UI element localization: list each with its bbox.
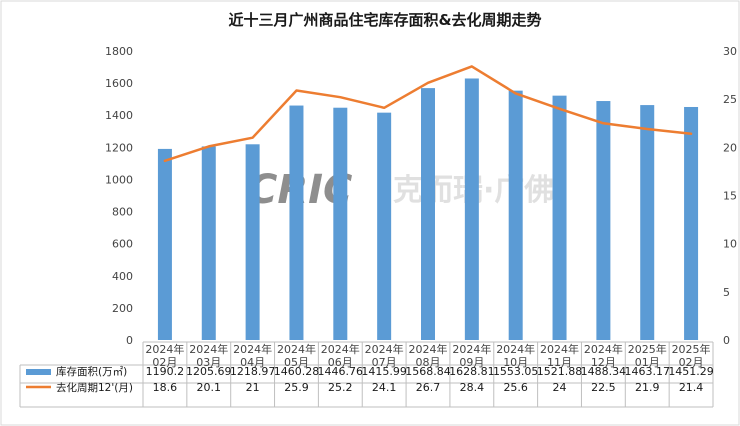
data-label-bar: 1521.88 [537,365,583,378]
data-label-bar: 1628.81 [449,365,495,378]
x-tick-label-month: 02月 [679,356,704,369]
y-left-tick-label: 1800 [105,45,133,58]
bar-series [157,78,699,341]
x-tick-label-month: 03月 [196,356,221,369]
bar [684,106,699,340]
data-label-line: 24 [553,381,567,394]
x-tick-label-month: 10月 [503,356,528,369]
y-right-tick-label: 0 [723,334,730,347]
bar [289,105,304,340]
bar [377,112,392,340]
y-right-tick-label: 25 [723,93,737,106]
x-tick-label-month: 04月 [240,356,265,369]
x-tick-label-year: 2024年 [452,342,491,356]
data-label-bar: 1460.28 [274,365,320,378]
x-tick-label-year: 2024年 [233,342,272,356]
bar [157,148,172,340]
y-right-tick-label: 10 [723,238,737,251]
x-tick-label-year: 2024年 [277,342,316,356]
y-right-tick-label: 30 [723,45,737,58]
y-right-tick-label: 15 [723,190,737,203]
y-left-tick-label: 1400 [105,109,133,122]
right-axis: 0 5 10 15 20 25 30 [723,45,737,347]
y-left-tick-label: 1200 [105,141,133,154]
x-tick-label-month: 02月 [152,356,177,369]
x-tick-label-year: 2024年 [189,342,228,356]
x-tick-label-month: 06月 [328,356,353,369]
x-tick-label-month: 01月 [635,356,660,369]
data-label-bar: 1446.76 [318,365,364,378]
y-left-tick-label: 1000 [105,173,133,186]
x-tick-label-year: 2024年 [145,342,184,356]
legend-swatch-bar [26,369,51,375]
x-tick-label-month: 09月 [459,356,484,369]
data-label-line: 25.2 [328,381,353,394]
x-tick-label-year: 2024年 [409,342,448,356]
data-label-bar: 1568.84 [405,365,451,378]
data-label-line: 22.5 [591,381,616,394]
line-path [163,65,693,163]
x-tick-label-month: 05月 [284,356,309,369]
x-tick-label-year: 2024年 [584,342,623,356]
data-label-line: 20.1 [197,381,222,394]
data-label-bar: 1218.97 [230,365,276,378]
data-label-line: 28.4 [460,381,485,394]
left-axis: 0 200 400 600 800 1000 1200 1400 1600 1800 [105,45,133,347]
bar [552,95,567,340]
data-label-bar: 1553.05 [493,365,539,378]
y-left-tick-label: 800 [112,206,133,219]
bar [640,105,655,340]
data-label-line: 25.9 [284,381,309,394]
y-left-tick-label: 200 [112,302,133,315]
data-label-line: 18.6 [153,381,178,394]
bar [464,78,479,340]
line-series [163,65,693,163]
data-label-line: 21 [246,381,260,394]
data-label-bar: 1463.17 [624,365,670,378]
y-right-tick-label: 5 [723,286,730,299]
bar [245,144,260,340]
data-label-line: 25.6 [503,381,528,394]
data-label-bar: 1190.2 [146,365,185,378]
y-left-tick-label: 1600 [105,77,133,90]
x-tick-label-year: 2025年 [672,342,711,356]
data-table: 2024年02月2024年03月2024年04月2024年05月2024年06月… [19,341,714,408]
data-label-bar: 1488.34 [581,365,627,378]
x-tick-label-month: 12月 [591,356,616,369]
bar [421,88,435,341]
x-tick-label-year: 2025年 [628,342,667,356]
bar [508,90,523,340]
x-tick-label-year: 2024年 [321,342,360,356]
data-label-line: 26.7 [416,381,441,394]
legend-label-line: 去化周期12'(月) [56,381,133,394]
bar [596,101,611,340]
y-right-tick-label: 20 [723,141,737,154]
x-tick-label-month: 11月 [547,356,572,369]
legend-label-bar: 库存面积(万㎡) [56,365,127,378]
y-left-tick-label: 600 [112,238,133,251]
x-tick-label-year: 2024年 [540,342,579,356]
y-left-tick-label: 0 [126,334,133,347]
x-tick-label-year: 2024年 [496,342,535,356]
data-label-line: 24.1 [372,381,397,394]
x-tick-label-year: 2024年 [365,342,404,356]
bar [201,146,216,340]
x-tick-label-month: 08月 [416,356,441,369]
data-label-bar: 1415.99 [361,365,407,378]
data-label-bar: 1451.29 [668,365,714,378]
bar [333,107,348,340]
y-left-tick-label: 400 [112,270,133,283]
data-label-line: 21.9 [635,381,660,394]
data-label-line: 21.4 [679,381,704,394]
chart-title: 近十三月广州商品住宅库存面积&去化周期走势 [228,11,541,29]
x-tick-label-month: 07月 [372,356,397,369]
data-label-bar: 1205.69 [186,365,232,378]
